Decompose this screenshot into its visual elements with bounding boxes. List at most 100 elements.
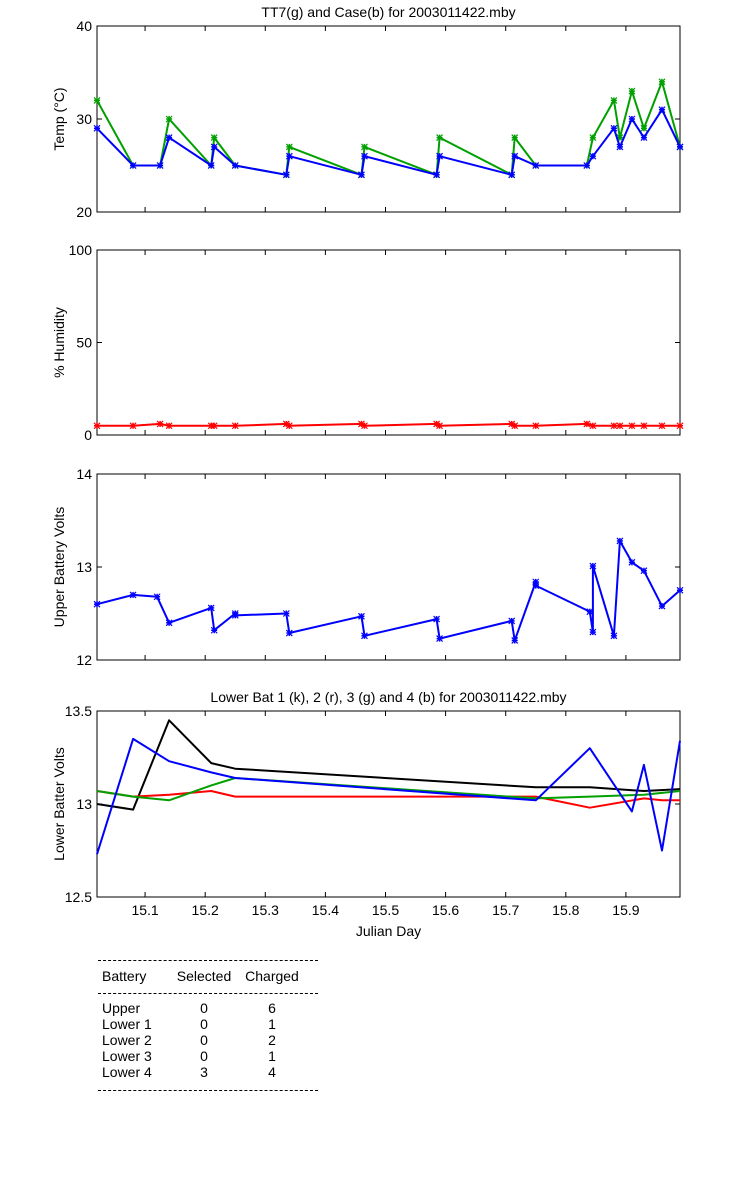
- data-point-d2: [640, 124, 648, 132]
- data-point-d2: [358, 612, 365, 620]
- data-point-d2: [628, 422, 636, 430]
- data-point: [231, 422, 239, 430]
- data-point-d2: [610, 422, 618, 430]
- data-point-d2: [616, 143, 624, 151]
- selected-count: 0: [200, 1016, 208, 1032]
- data-point-d2: [282, 420, 290, 428]
- x-tick-label: 15.4: [312, 902, 339, 918]
- plot-frame: [96, 249, 681, 436]
- data-point: [282, 610, 290, 617]
- data-point: [589, 152, 597, 160]
- data-point-d2: [508, 617, 516, 625]
- data-point-d2: [508, 171, 516, 179]
- y-tick-label: 0: [84, 427, 92, 443]
- plot-frame: [96, 25, 681, 213]
- data-point-d2: [511, 134, 519, 142]
- data-point: [436, 635, 444, 643]
- data-point-d2: [433, 420, 441, 428]
- data-point-d2: [210, 143, 218, 151]
- data-point: [210, 134, 218, 142]
- data-point-d2: [207, 422, 215, 430]
- data-point-d2: [589, 562, 597, 570]
- data-point-d2: [282, 171, 290, 179]
- data-point: [165, 115, 173, 123]
- data-point: [508, 171, 516, 179]
- data-point-d2: [640, 567, 648, 575]
- data-point-d2: [628, 558, 636, 566]
- battery-table: Battery Selected Charged Upper 0 6 Lower…: [98, 960, 318, 1091]
- data-point-d2: [628, 115, 636, 123]
- selected-count: 3: [200, 1064, 208, 1080]
- data-point-d2: [610, 124, 618, 132]
- y-axis-label: Upper Battery Volts: [51, 507, 67, 628]
- data-point: [210, 422, 218, 430]
- data-point-d2: [153, 593, 161, 601]
- table-top-rule: [98, 960, 318, 961]
- data-point-d2: [511, 422, 519, 430]
- data-point-d2: [361, 422, 368, 430]
- data-point: [285, 422, 293, 430]
- y-tick-label: 13.5: [65, 703, 92, 719]
- data-point-d2: [433, 171, 441, 179]
- data-point-d2: [358, 420, 365, 428]
- data-point: [589, 562, 597, 570]
- data-point: [153, 593, 161, 601]
- header-battery: Battery: [102, 968, 147, 984]
- data-point-d2: [282, 610, 290, 617]
- data-point: [583, 420, 591, 428]
- selected-count: 0: [200, 1048, 208, 1064]
- data-point-d2: [589, 152, 597, 160]
- chart-title: Lower Bat 1 (k), 2 (r), 3 (g) and 4 (b) …: [210, 689, 566, 705]
- series-line-4: [96, 737, 681, 855]
- data-point: [586, 608, 594, 616]
- data-point: [610, 422, 618, 430]
- data-point: [231, 162, 239, 169]
- data-point: [628, 422, 636, 430]
- table-row: Lower 2 0 2: [98, 1032, 318, 1048]
- battery-name: Lower 4: [102, 1064, 152, 1080]
- data-point: [129, 162, 137, 169]
- data-point: [210, 143, 218, 151]
- series-line-2: [96, 108, 681, 176]
- charged-count: 2: [268, 1032, 276, 1048]
- data-point: [658, 106, 666, 114]
- data-point-d2: [658, 78, 666, 86]
- data-point-d2: [361, 632, 368, 640]
- data-point-d2: [511, 637, 519, 644]
- data-point-d2: [610, 632, 618, 640]
- data-point: [433, 171, 441, 179]
- data-point: [207, 162, 215, 169]
- data-point-d2: [532, 422, 540, 430]
- data-point-d2: [165, 115, 173, 123]
- data-point-d2: [658, 602, 666, 610]
- data-point-d2: [676, 422, 684, 430]
- data-point: [93, 124, 101, 132]
- data-point-d2: [508, 420, 516, 428]
- selected-count: 0: [200, 1032, 208, 1048]
- plot-frame: [96, 710, 681, 898]
- data-point-d2: [93, 124, 101, 132]
- data-point: [129, 591, 137, 599]
- data-point: [511, 152, 519, 160]
- data-point: [610, 632, 618, 640]
- data-point: [285, 152, 293, 160]
- chart-title: TT7(g) and Case(b) for 2003011422.mby: [261, 4, 515, 20]
- series-line-2: [96, 790, 680, 809]
- data-point: [532, 422, 540, 430]
- data-point-d2: [436, 134, 444, 142]
- data-point-d2: [361, 143, 368, 151]
- data-point: [285, 143, 293, 151]
- battery-name: Lower 2: [102, 1032, 152, 1048]
- x-axis-label: Julian Day: [356, 923, 421, 939]
- table-body: Upper 0 6 Lower 1 0 1 Lower 2 0 2 Lower …: [98, 1000, 318, 1080]
- data-point-d2: [511, 152, 519, 160]
- table-header-rule: [98, 993, 318, 994]
- data-point: [616, 537, 624, 545]
- series-line-1: [96, 80, 681, 176]
- header-charged: Charged: [245, 968, 299, 984]
- data-point: [616, 422, 624, 430]
- data-point: [165, 619, 173, 627]
- data-point: [358, 171, 365, 179]
- y-axis-label: % Humidity: [51, 307, 67, 378]
